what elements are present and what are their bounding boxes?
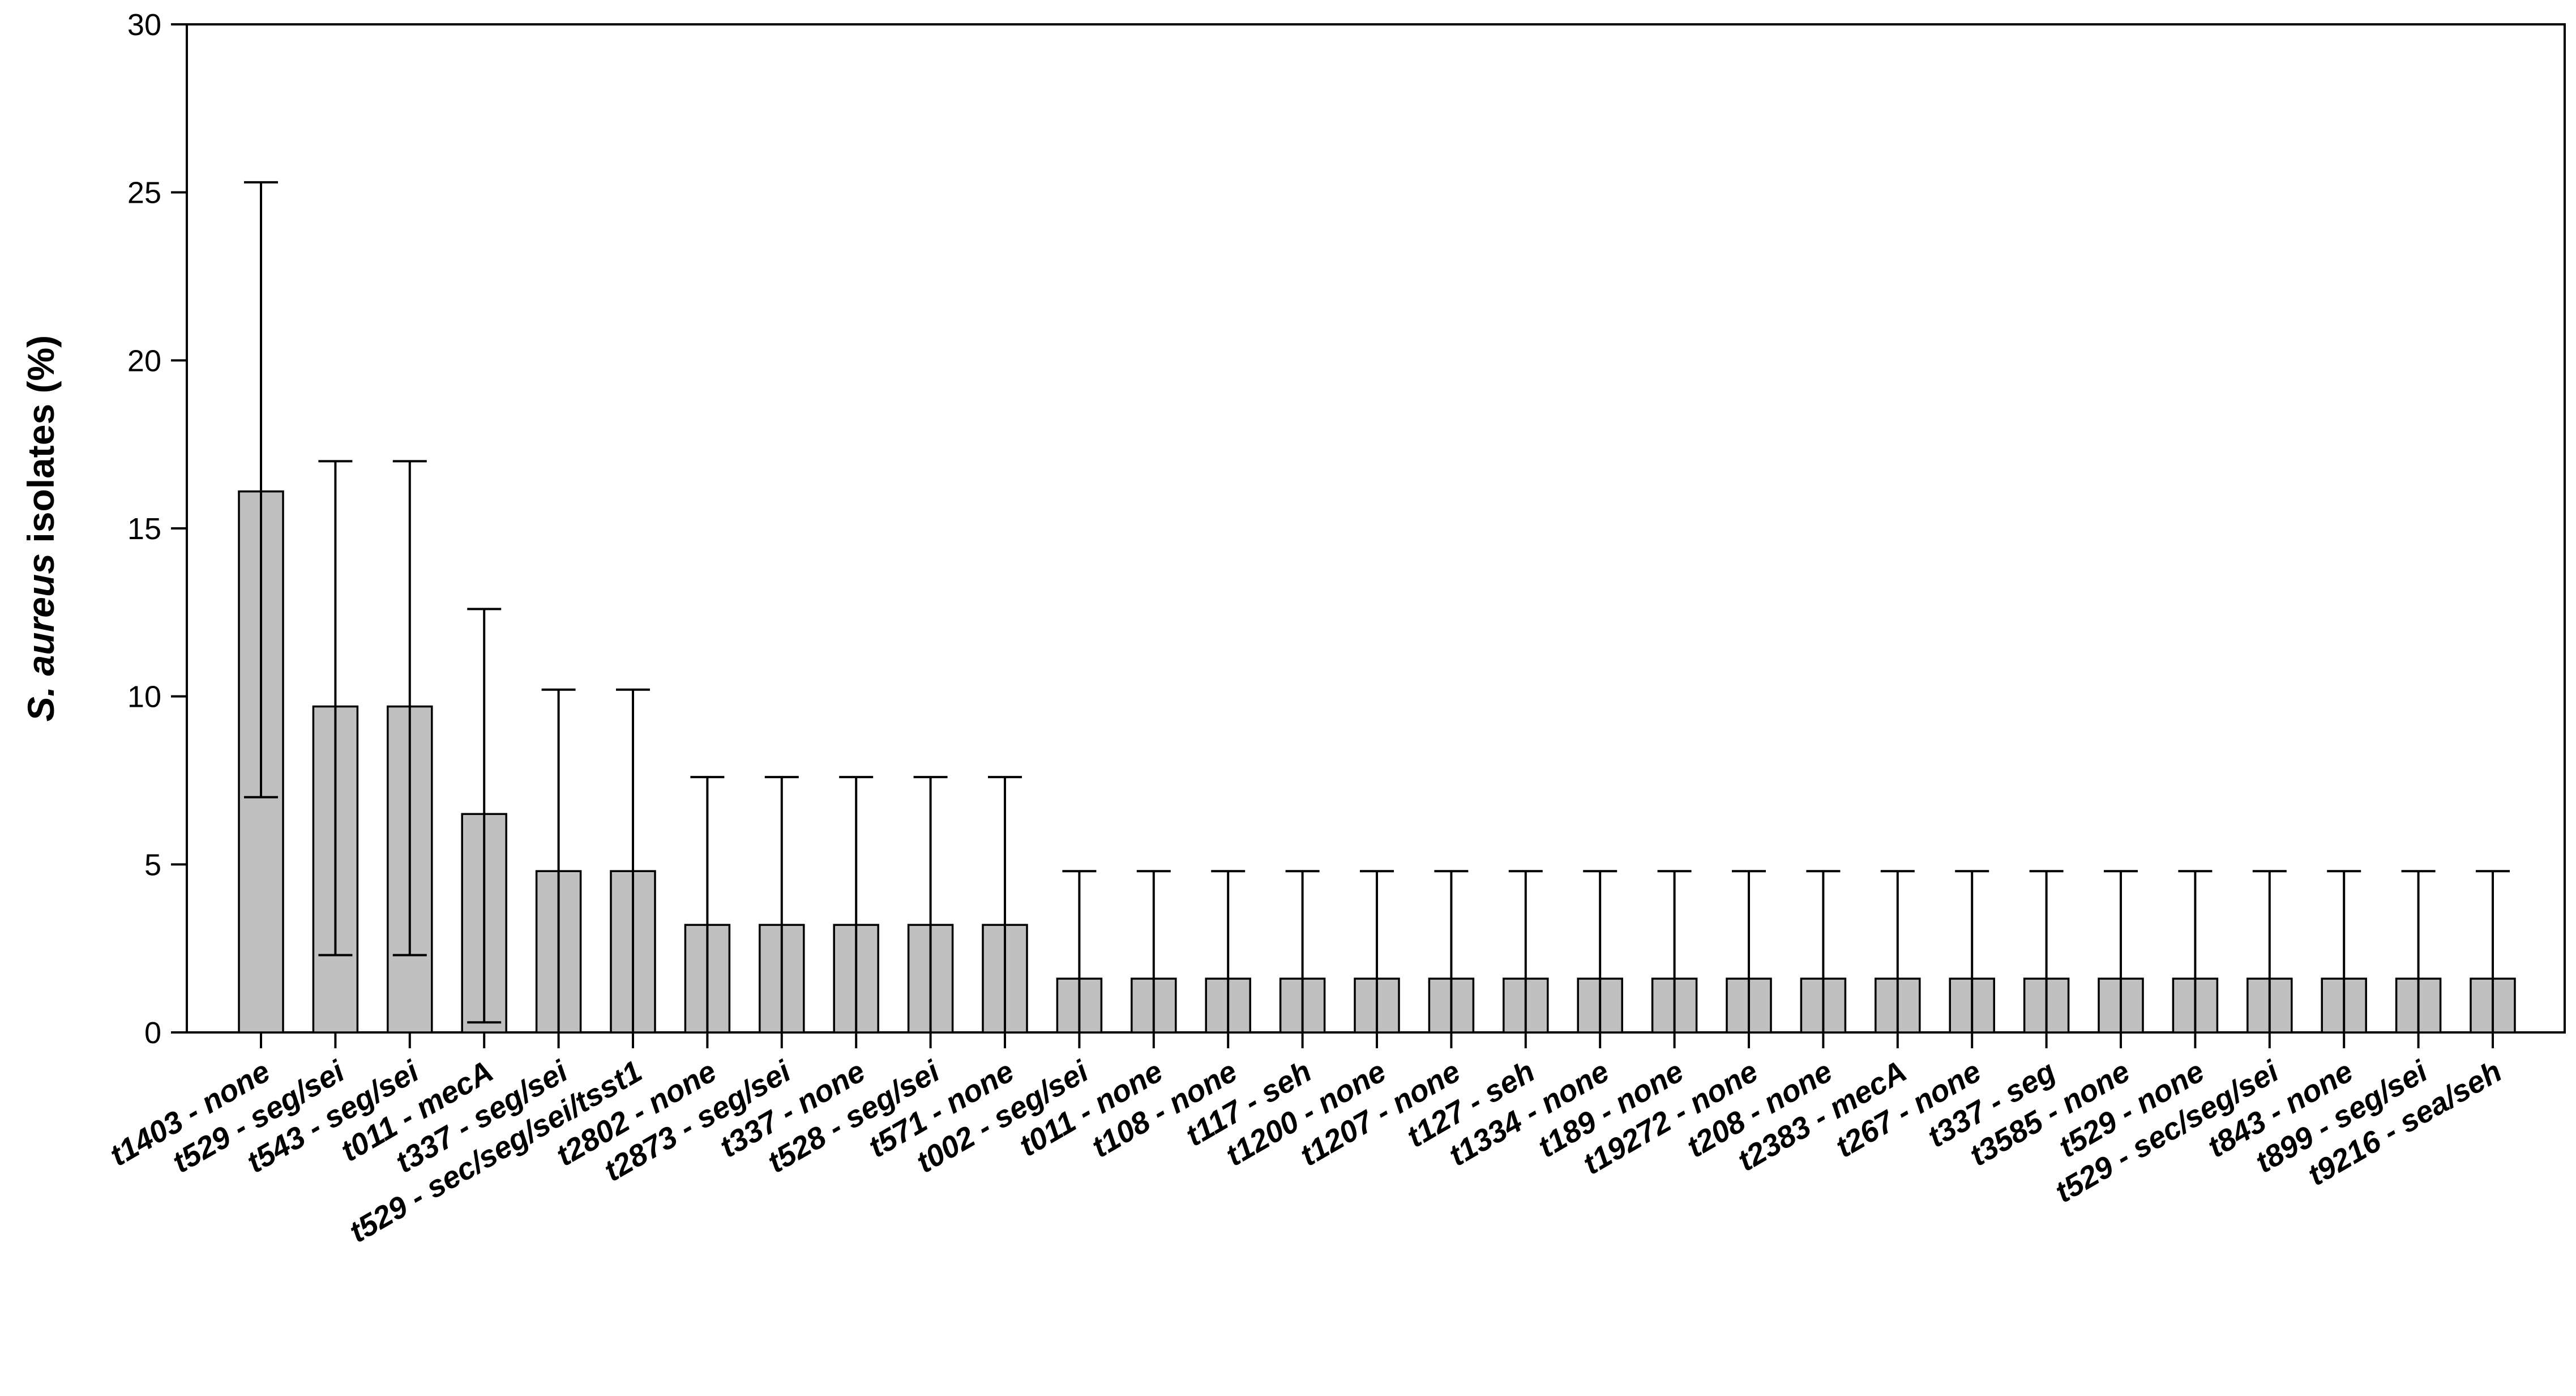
y-axis: 0 5 10 15 20 25 30 (127, 8, 187, 1050)
y-axis-title: S. aureus isolates (%) (20, 335, 62, 722)
y-axis-title-italic: S. aureus (20, 553, 62, 722)
y-tick-label: 15 (127, 512, 161, 546)
y-tick-label: 10 (127, 680, 161, 714)
error-bars (244, 181, 2510, 1032)
y-axis-title-rest: isolates (%) (20, 335, 62, 553)
y-tick-label: 25 (127, 176, 161, 210)
y-tick-label: 5 (144, 848, 161, 882)
y-tick-label: 20 (127, 344, 161, 378)
y-tick-label: 30 (127, 8, 161, 42)
y-tick-label: 0 (144, 1016, 161, 1050)
